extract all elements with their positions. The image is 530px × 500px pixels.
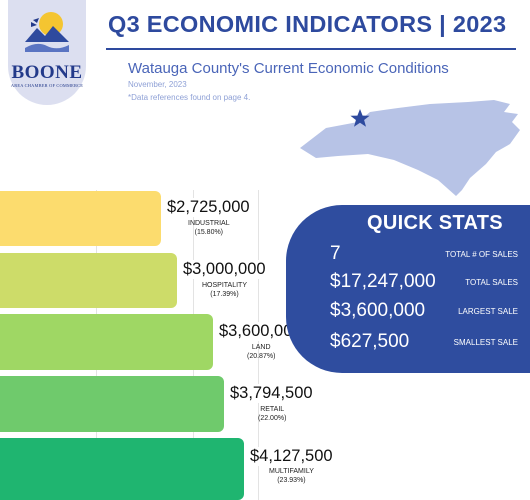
category-percent: (22.00%) bbox=[258, 415, 287, 423]
category-percent: (23.93%) bbox=[277, 477, 306, 485]
report-date: November, 2023 bbox=[128, 80, 187, 89]
category-name: MULTIFAMILY bbox=[269, 468, 314, 475]
logo-subtitle: AREA CHAMBER OF COMMERCE bbox=[10, 83, 84, 88]
data-reference-note: *Data references found on page 4. bbox=[128, 93, 251, 102]
category-percent: (20.87%) bbox=[247, 353, 276, 361]
north-carolina-map-icon bbox=[300, 100, 520, 196]
category-percent: (17.39%) bbox=[210, 291, 239, 299]
chart-gridline bbox=[258, 190, 259, 500]
stat-value-total-sales: $17,247,000 bbox=[330, 271, 436, 292]
bar-multifamily bbox=[0, 438, 244, 500]
stat-value-total-count: 7 bbox=[330, 243, 341, 264]
bar-category-label: MULTIFAMILY (23.93%) bbox=[269, 467, 314, 486]
bar-category-label: HOSPITALITY (17.39%) bbox=[202, 281, 247, 300]
bar-retail bbox=[0, 376, 224, 432]
page-title: Q3 ECONOMIC INDICATORS | 2023 bbox=[108, 11, 507, 37]
bar-land bbox=[0, 314, 213, 370]
quick-stats-panel bbox=[286, 205, 530, 373]
nc-state-shape bbox=[300, 100, 520, 196]
quick-stats-title: QUICK STATS bbox=[367, 212, 503, 234]
location-star-icon bbox=[350, 109, 370, 127]
stat-label-smallest-sale: SMALLEST SALE bbox=[453, 338, 518, 347]
bar-industrial bbox=[0, 191, 161, 246]
bar-category-label: RETAIL (22.00%) bbox=[258, 405, 286, 424]
bar-value-label: $3,794,500 bbox=[228, 384, 315, 403]
bar-value-label: $3,600,000 bbox=[217, 322, 304, 341]
mountain-sun-logo-icon bbox=[25, 12, 69, 52]
category-name: RETAIL bbox=[260, 406, 285, 413]
bar-value-label: $3,000,000 bbox=[181, 260, 268, 279]
category-name: HOSPITALITY bbox=[202, 282, 247, 289]
logo-name: BOONE bbox=[11, 62, 83, 83]
stat-value-smallest-sale: $627,500 bbox=[330, 331, 410, 352]
stat-label-total-count: TOTAL # OF SALES bbox=[445, 250, 518, 259]
category-name: LAND bbox=[251, 344, 271, 351]
page-subtitle: Watauga County's Current Economic Condit… bbox=[128, 60, 449, 77]
title-divider bbox=[106, 48, 516, 50]
bar-hospitality bbox=[0, 253, 177, 308]
bar-category-label: LAND (20.87%) bbox=[247, 343, 275, 362]
bar-value-label: $4,127,500 bbox=[248, 447, 335, 466]
stat-label-largest-sale: LARGEST SALE bbox=[458, 307, 518, 316]
bar-category-label: INDUSTRIAL (15.80%) bbox=[188, 219, 230, 238]
stat-label-total-sales: TOTAL SALES bbox=[465, 278, 518, 287]
stat-value-largest-sale: $3,600,000 bbox=[330, 300, 426, 321]
category-percent: (15.80%) bbox=[194, 229, 224, 237]
category-name: INDUSTRIAL bbox=[188, 220, 230, 227]
bar-value-label: $2,725,000 bbox=[165, 198, 252, 217]
